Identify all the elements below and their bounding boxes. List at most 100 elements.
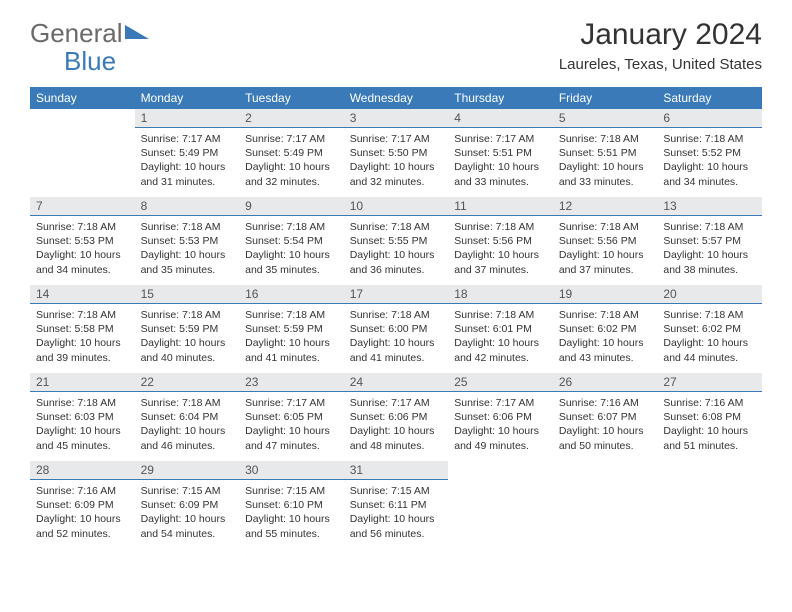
- calendar-day-cell: 22Sunrise: 7:18 AMSunset: 6:04 PMDayligh…: [135, 373, 240, 461]
- day-data: Sunrise: 7:18 AMSunset: 5:56 PMDaylight:…: [448, 216, 553, 283]
- calendar-day-cell: 6Sunrise: 7:18 AMSunset: 5:52 PMDaylight…: [657, 109, 762, 197]
- calendar-day-cell: 31Sunrise: 7:15 AMSunset: 6:11 PMDayligh…: [344, 461, 449, 549]
- day-number: 1: [135, 109, 240, 128]
- calendar-header-row: SundayMondayTuesdayWednesdayThursdayFrid…: [30, 87, 762, 109]
- brand-logo: General: [30, 18, 149, 49]
- calendar-day-cell: 3Sunrise: 7:17 AMSunset: 5:50 PMDaylight…: [344, 109, 449, 197]
- day-number: 31: [344, 461, 449, 480]
- day-data: Sunrise: 7:18 AMSunset: 6:02 PMDaylight:…: [657, 304, 762, 371]
- day-header: Saturday: [657, 87, 762, 109]
- month-title: January 2024: [559, 18, 762, 52]
- day-number: 2: [239, 109, 344, 128]
- day-data: Sunrise: 7:18 AMSunset: 6:00 PMDaylight:…: [344, 304, 449, 371]
- calendar-day-cell: 19Sunrise: 7:18 AMSunset: 6:02 PMDayligh…: [553, 285, 658, 373]
- day-number: 8: [135, 197, 240, 216]
- calendar-body: 1Sunrise: 7:17 AMSunset: 5:49 PMDaylight…: [30, 109, 762, 549]
- day-header: Thursday: [448, 87, 553, 109]
- calendar-day-cell: [448, 461, 553, 549]
- day-number: 12: [553, 197, 658, 216]
- calendar-week-row: 14Sunrise: 7:18 AMSunset: 5:58 PMDayligh…: [30, 285, 762, 373]
- day-header: Monday: [135, 87, 240, 109]
- day-number: 9: [239, 197, 344, 216]
- day-header: Sunday: [30, 87, 135, 109]
- calendar-day-cell: [657, 461, 762, 549]
- day-data: Sunrise: 7:18 AMSunset: 5:55 PMDaylight:…: [344, 216, 449, 283]
- day-number: 14: [30, 285, 135, 304]
- day-number: 23: [239, 373, 344, 392]
- brand-part2: Blue: [64, 46, 116, 76]
- calendar-day-cell: 4Sunrise: 7:17 AMSunset: 5:51 PMDaylight…: [448, 109, 553, 197]
- day-data: Sunrise: 7:18 AMSunset: 5:52 PMDaylight:…: [657, 128, 762, 195]
- day-data: Sunrise: 7:17 AMSunset: 5:49 PMDaylight:…: [135, 128, 240, 195]
- day-number: 7: [30, 197, 135, 216]
- day-data: Sunrise: 7:17 AMSunset: 5:49 PMDaylight:…: [239, 128, 344, 195]
- day-data: Sunrise: 7:17 AMSunset: 6:06 PMDaylight:…: [448, 392, 553, 459]
- day-number: 30: [239, 461, 344, 480]
- day-data: Sunrise: 7:18 AMSunset: 5:53 PMDaylight:…: [135, 216, 240, 283]
- day-data: Sunrise: 7:17 AMSunset: 6:05 PMDaylight:…: [239, 392, 344, 459]
- calendar-day-cell: 8Sunrise: 7:18 AMSunset: 5:53 PMDaylight…: [135, 197, 240, 285]
- day-number: 28: [30, 461, 135, 480]
- day-data: Sunrise: 7:18 AMSunset: 5:57 PMDaylight:…: [657, 216, 762, 283]
- calendar-day-cell: 18Sunrise: 7:18 AMSunset: 6:01 PMDayligh…: [448, 285, 553, 373]
- day-data: Sunrise: 7:18 AMSunset: 6:04 PMDaylight:…: [135, 392, 240, 459]
- calendar-day-cell: 16Sunrise: 7:18 AMSunset: 5:59 PMDayligh…: [239, 285, 344, 373]
- calendar-week-row: 21Sunrise: 7:18 AMSunset: 6:03 PMDayligh…: [30, 373, 762, 461]
- calendar-day-cell: 5Sunrise: 7:18 AMSunset: 5:51 PMDaylight…: [553, 109, 658, 197]
- day-number: 21: [30, 373, 135, 392]
- day-data: Sunrise: 7:16 AMSunset: 6:08 PMDaylight:…: [657, 392, 762, 459]
- day-data: Sunrise: 7:18 AMSunset: 5:56 PMDaylight:…: [553, 216, 658, 283]
- calendar-day-cell: 26Sunrise: 7:16 AMSunset: 6:07 PMDayligh…: [553, 373, 658, 461]
- calendar-day-cell: 24Sunrise: 7:17 AMSunset: 6:06 PMDayligh…: [344, 373, 449, 461]
- day-number: 20: [657, 285, 762, 304]
- day-number: 16: [239, 285, 344, 304]
- calendar-day-cell: 29Sunrise: 7:15 AMSunset: 6:09 PMDayligh…: [135, 461, 240, 549]
- day-data: Sunrise: 7:15 AMSunset: 6:10 PMDaylight:…: [239, 480, 344, 547]
- day-number: 29: [135, 461, 240, 480]
- day-number: 5: [553, 109, 658, 128]
- calendar-day-cell: 14Sunrise: 7:18 AMSunset: 5:58 PMDayligh…: [30, 285, 135, 373]
- location: Laureles, Texas, United States: [559, 56, 762, 73]
- day-header: Wednesday: [344, 87, 449, 109]
- day-number: 11: [448, 197, 553, 216]
- day-number: 22: [135, 373, 240, 392]
- page-header: General January 2024 Laureles, Texas, Un…: [0, 0, 792, 81]
- day-data: Sunrise: 7:17 AMSunset: 5:50 PMDaylight:…: [344, 128, 449, 195]
- calendar-day-cell: 2Sunrise: 7:17 AMSunset: 5:49 PMDaylight…: [239, 109, 344, 197]
- calendar-day-cell: 11Sunrise: 7:18 AMSunset: 5:56 PMDayligh…: [448, 197, 553, 285]
- calendar-day-cell: 27Sunrise: 7:16 AMSunset: 6:08 PMDayligh…: [657, 373, 762, 461]
- day-header: Friday: [553, 87, 658, 109]
- day-data: Sunrise: 7:18 AMSunset: 5:58 PMDaylight:…: [30, 304, 135, 371]
- day-data: Sunrise: 7:18 AMSunset: 5:59 PMDaylight:…: [239, 304, 344, 371]
- day-number: 24: [344, 373, 449, 392]
- day-number: 25: [448, 373, 553, 392]
- day-number: 6: [657, 109, 762, 128]
- day-data: Sunrise: 7:18 AMSunset: 5:53 PMDaylight:…: [30, 216, 135, 283]
- calendar-table: SundayMondayTuesdayWednesdayThursdayFrid…: [30, 87, 762, 549]
- day-number: 3: [344, 109, 449, 128]
- calendar-day-cell: 7Sunrise: 7:18 AMSunset: 5:53 PMDaylight…: [30, 197, 135, 285]
- calendar-day-cell: 25Sunrise: 7:17 AMSunset: 6:06 PMDayligh…: [448, 373, 553, 461]
- calendar-day-cell: 17Sunrise: 7:18 AMSunset: 6:00 PMDayligh…: [344, 285, 449, 373]
- calendar-day-cell: 12Sunrise: 7:18 AMSunset: 5:56 PMDayligh…: [553, 197, 658, 285]
- calendar-day-cell: [30, 109, 135, 197]
- day-number: 19: [553, 285, 658, 304]
- day-number: 10: [344, 197, 449, 216]
- day-data: Sunrise: 7:18 AMSunset: 6:01 PMDaylight:…: [448, 304, 553, 371]
- title-block: January 2024 Laureles, Texas, United Sta…: [559, 18, 762, 73]
- day-number: 15: [135, 285, 240, 304]
- day-number: 18: [448, 285, 553, 304]
- calendar-week-row: 7Sunrise: 7:18 AMSunset: 5:53 PMDaylight…: [30, 197, 762, 285]
- day-data: Sunrise: 7:18 AMSunset: 6:03 PMDaylight:…: [30, 392, 135, 459]
- day-data: Sunrise: 7:15 AMSunset: 6:11 PMDaylight:…: [344, 480, 449, 547]
- day-number: 26: [553, 373, 658, 392]
- day-data: Sunrise: 7:18 AMSunset: 5:59 PMDaylight:…: [135, 304, 240, 371]
- brand-part2-wrap: Blue: [64, 46, 116, 77]
- day-data: Sunrise: 7:15 AMSunset: 6:09 PMDaylight:…: [135, 480, 240, 547]
- calendar-day-cell: 21Sunrise: 7:18 AMSunset: 6:03 PMDayligh…: [30, 373, 135, 461]
- calendar-day-cell: 10Sunrise: 7:18 AMSunset: 5:55 PMDayligh…: [344, 197, 449, 285]
- calendar-day-cell: 9Sunrise: 7:18 AMSunset: 5:54 PMDaylight…: [239, 197, 344, 285]
- calendar-day-cell: 13Sunrise: 7:18 AMSunset: 5:57 PMDayligh…: [657, 197, 762, 285]
- day-data: Sunrise: 7:16 AMSunset: 6:07 PMDaylight:…: [553, 392, 658, 459]
- calendar-day-cell: 15Sunrise: 7:18 AMSunset: 5:59 PMDayligh…: [135, 285, 240, 373]
